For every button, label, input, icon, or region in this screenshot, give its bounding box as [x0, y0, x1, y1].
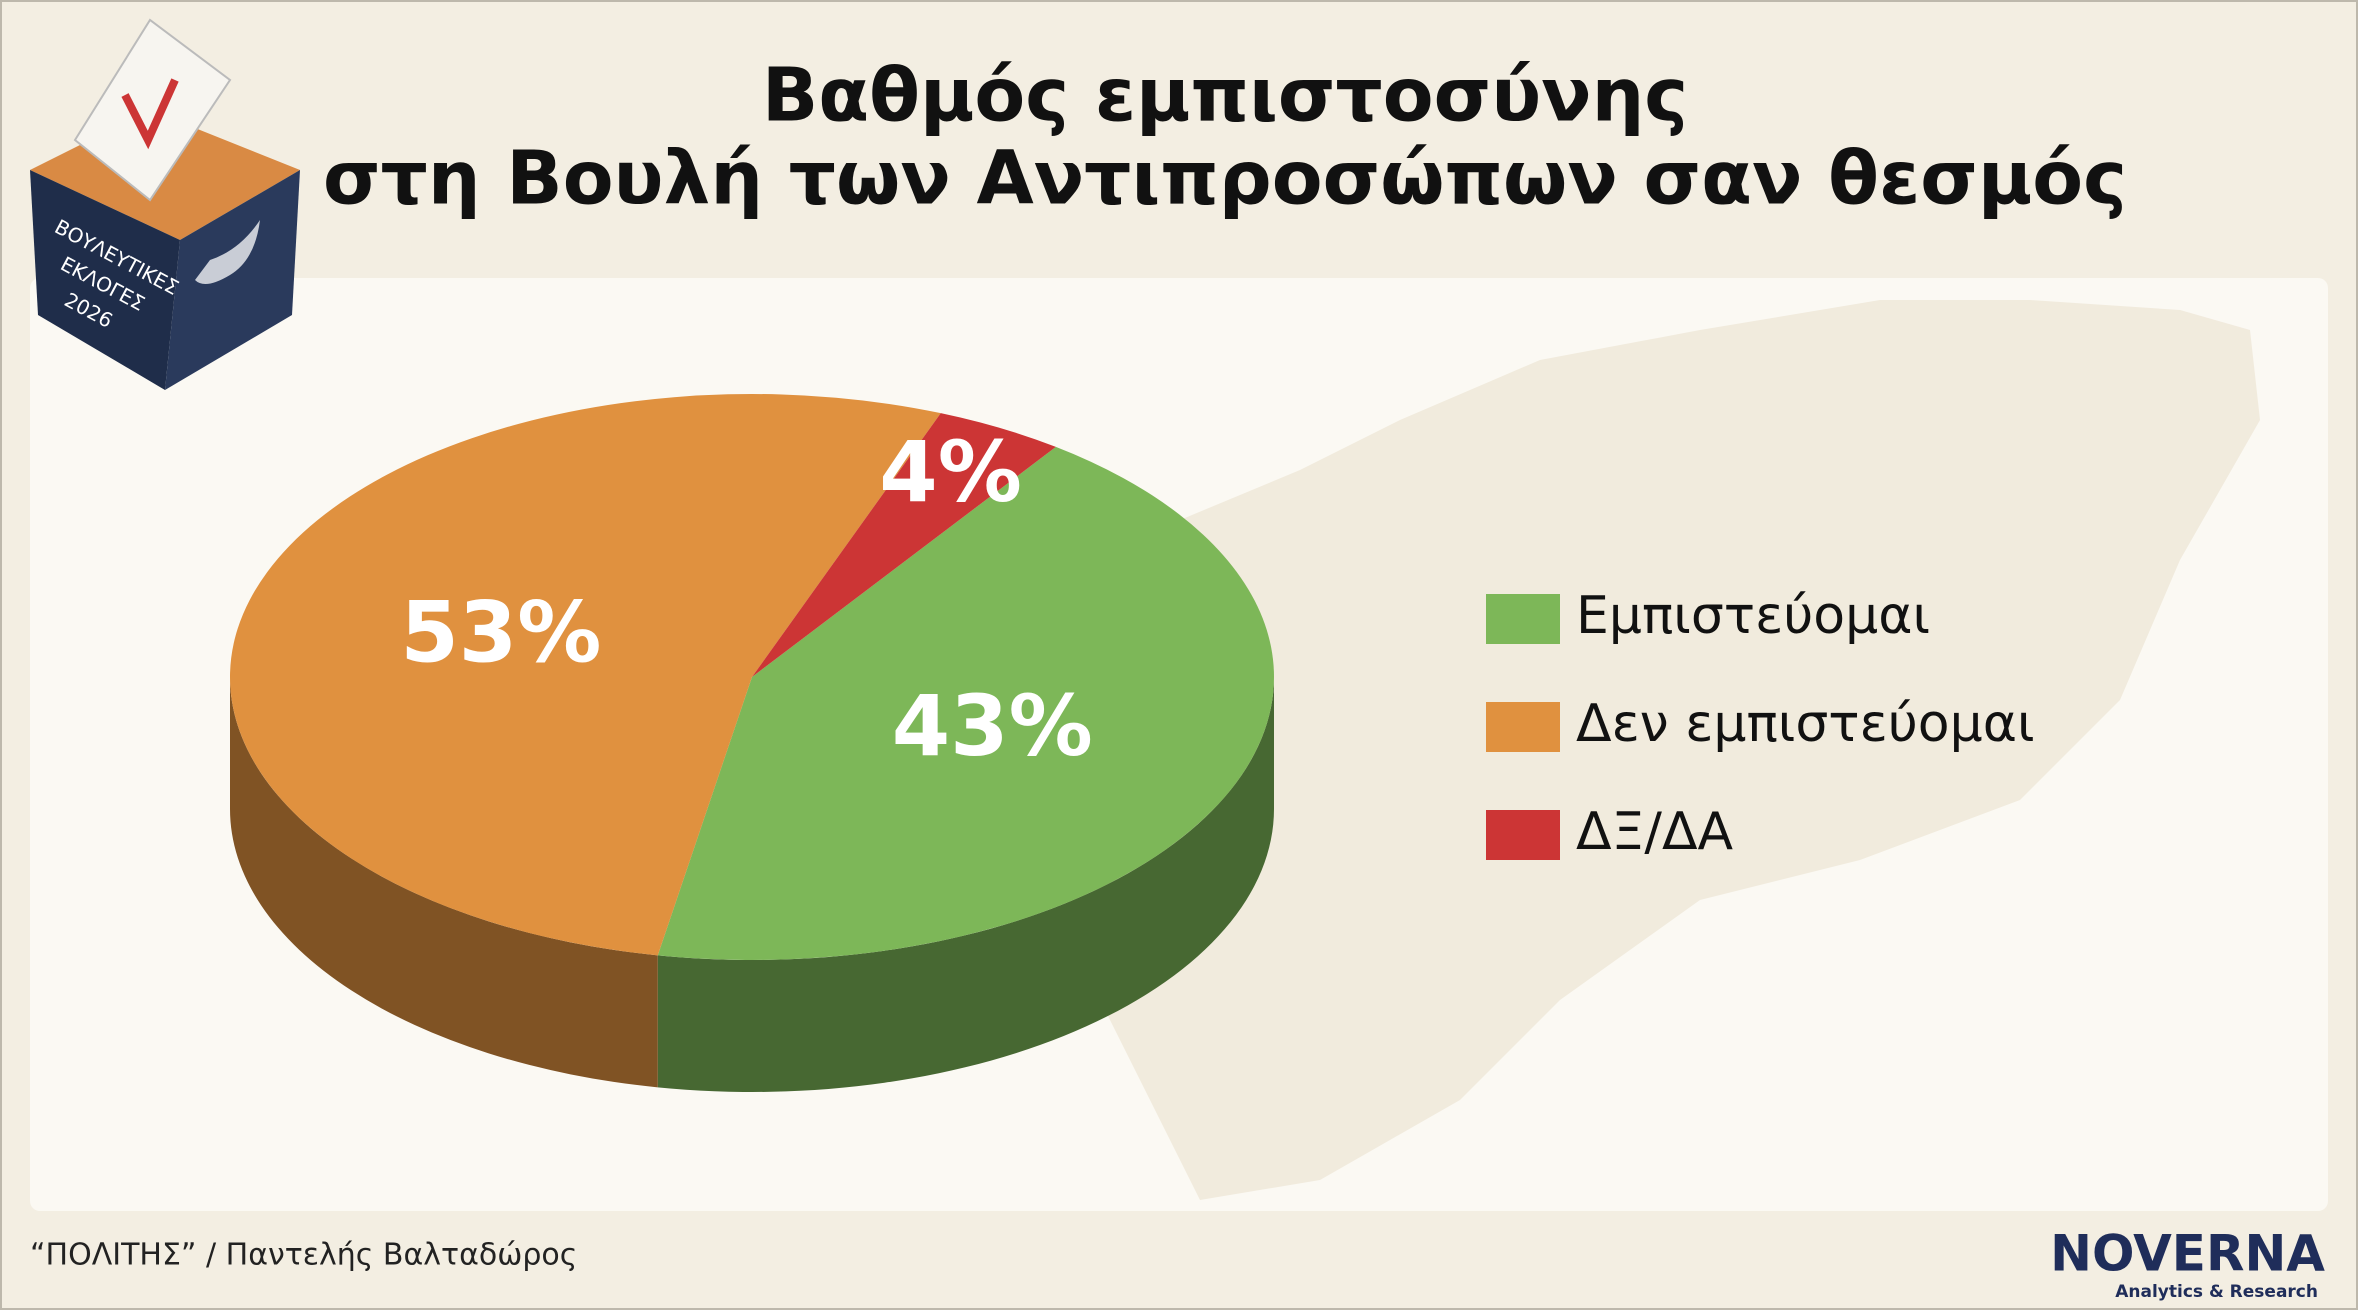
chart-title: Βαθμός εμπιστοσύνης — [762, 53, 1688, 139]
data-label: 4% — [879, 423, 1022, 521]
data-label: 53% — [400, 583, 601, 681]
legend-swatch — [1486, 594, 1560, 644]
legend-swatch — [1486, 810, 1560, 860]
pie-side — [657, 677, 1274, 1092]
logo-tagline: Analytics & Research — [2115, 1282, 2318, 1302]
pie-slice — [752, 413, 1056, 677]
legend: Εμπιστεύομαι Δεν εμπιστεύομαι ΔΞ/ΔΑ — [1486, 586, 2035, 862]
ballot-box: ΒΟΥΛΕΥΤΙΚΕΣ ΕΚΛΟΓΕΣ 2026 — [30, 18, 300, 390]
source: “ΠΟΛΙΤΗΣ” / Παντελής Βαλταδώρος — [30, 1238, 577, 1273]
legend-label: ΔΞ/ΔΑ — [1576, 802, 1734, 862]
legend-label: Εμπιστεύομαι — [1576, 586, 1930, 646]
legend-label: Δεν εμπιστεύομαι — [1576, 694, 2035, 754]
chart-title: στη Βουλή των Αντιπροσώπων σαν θεσμός — [323, 136, 2127, 222]
pie-slice — [657, 446, 1274, 961]
logo-name: NOVERNA — [2050, 1225, 2325, 1283]
pie-slice — [229, 393, 941, 956]
pie: 43% 53% 4% — [229, 393, 1274, 1092]
map-shape — [1060, 300, 2260, 1200]
pie-side — [230, 677, 658, 1088]
data-label: 43% — [892, 677, 1093, 775]
legend-swatch — [1486, 702, 1560, 752]
